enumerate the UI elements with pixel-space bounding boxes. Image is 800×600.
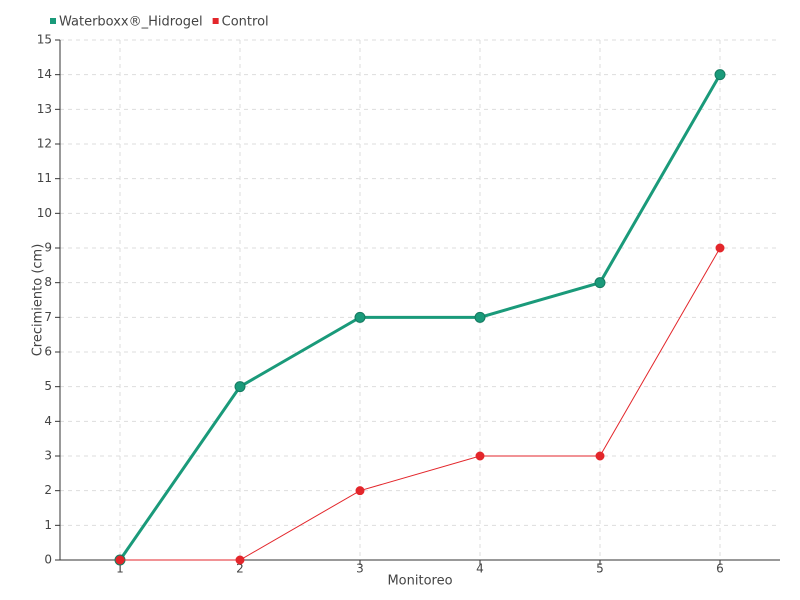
y-tick-label: 3 [44,449,52,463]
y-tick-label: 11 [37,171,52,185]
x-tick-label: 2 [236,562,244,576]
y-axis-title: Crecimiento (cm) [31,244,46,357]
y-tick-label: 7 [44,310,52,324]
x-tick-label: 1 [116,562,124,576]
y-tick-label: 12 [37,137,52,151]
y-tick-label: 10 [37,206,52,220]
data-point [714,69,726,81]
data-point [115,555,125,565]
x-tick-label: 6 [716,562,724,576]
x-tick-label: 4 [476,562,484,576]
series-line [120,247,721,561]
y-tick-label: 9 [44,241,52,255]
data-point [234,381,246,393]
x-tick-label: 3 [356,562,364,576]
series-line [118,73,722,561]
legend-swatch [212,18,219,24]
y-tick-label: 8 [44,275,52,289]
data-point [474,311,486,323]
y-tick-label: 0 [44,553,52,567]
y-tick-label: 4 [44,414,52,428]
x-axis-title: Monitoreo [387,574,452,589]
data-point [235,555,245,565]
data-point [594,277,606,289]
y-tick-label: 5 [44,379,52,393]
x-tick-label: 5 [596,562,604,576]
y-tick-label: 14 [37,67,52,81]
data-point [355,486,365,496]
data-point [595,451,605,461]
y-tick-label: 13 [37,102,52,116]
data-point [354,311,366,323]
legend-label: Waterboxx®_Hidrogel [59,15,203,30]
legend-label: Control [222,15,269,30]
legend-swatch [50,18,56,24]
y-tick-label: 6 [44,345,52,359]
data-point [475,451,485,461]
data-point [715,243,725,253]
y-tick-label: 2 [44,483,52,497]
y-tick-label: 15 [37,33,52,47]
y-tick-label: 1 [44,518,52,532]
